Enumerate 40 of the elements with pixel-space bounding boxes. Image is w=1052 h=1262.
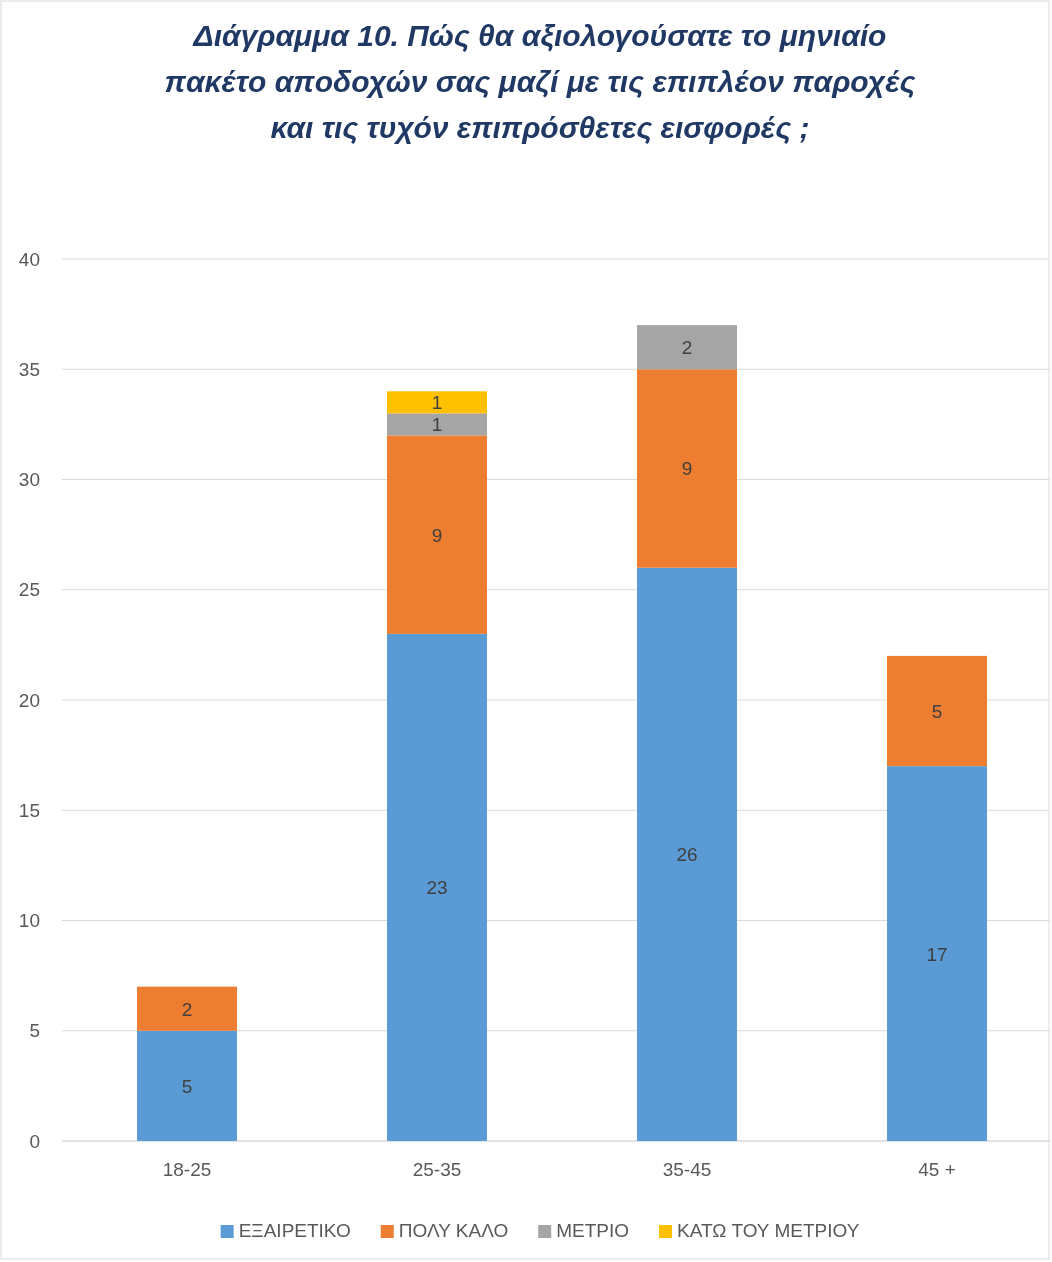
y-tick-label: 10 [18,910,40,932]
y-tick-label: 5 [29,1020,40,1042]
data-label: 5 [181,1075,193,1097]
data-label: 2 [181,998,193,1020]
data-label: 2 [681,337,693,359]
data-label: 9 [431,524,443,546]
bar [637,369,737,568]
x-tick-label: 18-25 [162,1159,212,1181]
bar [887,766,987,1141]
data-label: 26 [676,844,698,866]
x-tick-label: 45 + [918,1159,956,1181]
legend-label: ΚΑΤΩ ΤΟΥ ΜΕΤΡΙΟΥ [677,1220,860,1241]
data-label: 9 [681,458,693,480]
bar [387,413,487,436]
bar [387,633,487,1141]
data-label: 17 [926,943,948,965]
y-tick-label: 40 [18,248,40,270]
y-tick-label: 15 [18,799,40,821]
data-label: 1 [431,392,443,414]
data-label: 1 [431,414,443,436]
bar [137,986,237,1031]
bar [637,567,737,1141]
data-label: 23 [426,877,448,899]
y-tick-label: 35 [18,358,40,380]
x-tick-label: 25-35 [412,1159,462,1181]
bar [637,325,737,370]
x-tick-label: 35-45 [662,1159,712,1181]
y-tick-label: 20 [18,689,40,711]
legend-label: ΠΟΛΥ ΚΑΛΟ [398,1220,509,1241]
legend-label: ΜΕΤΡΙΟ [556,1220,630,1241]
bar [387,435,487,634]
chart-title: Διάγραμμα 10. Πώς θα αξιολογούσατε το μηνιαίο πακέτο αποδοχών σας μαζί με τις επιπλέον παροχές και τις τυχόν επιπρόσθετες εισφορές ; [164,19,916,144]
legend-label: ΕΞΑΙΡΕΤΙΚΟ [238,1220,351,1241]
y-tick-label: 25 [18,579,40,601]
y-tick-label: 0 [29,1130,40,1152]
bar [137,1030,237,1141]
y-tick-label: 30 [18,469,40,491]
bar [387,391,487,414]
data-label: 5 [931,701,943,723]
bar [887,655,987,767]
